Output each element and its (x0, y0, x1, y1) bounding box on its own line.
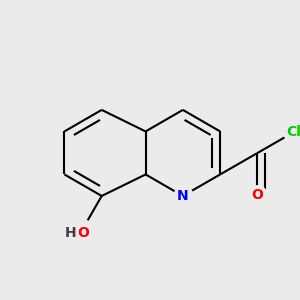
Text: O: O (77, 226, 88, 239)
Text: Cl: Cl (286, 125, 300, 140)
Text: H: H (65, 226, 77, 239)
Text: N: N (177, 189, 189, 203)
Text: O: O (251, 188, 263, 203)
